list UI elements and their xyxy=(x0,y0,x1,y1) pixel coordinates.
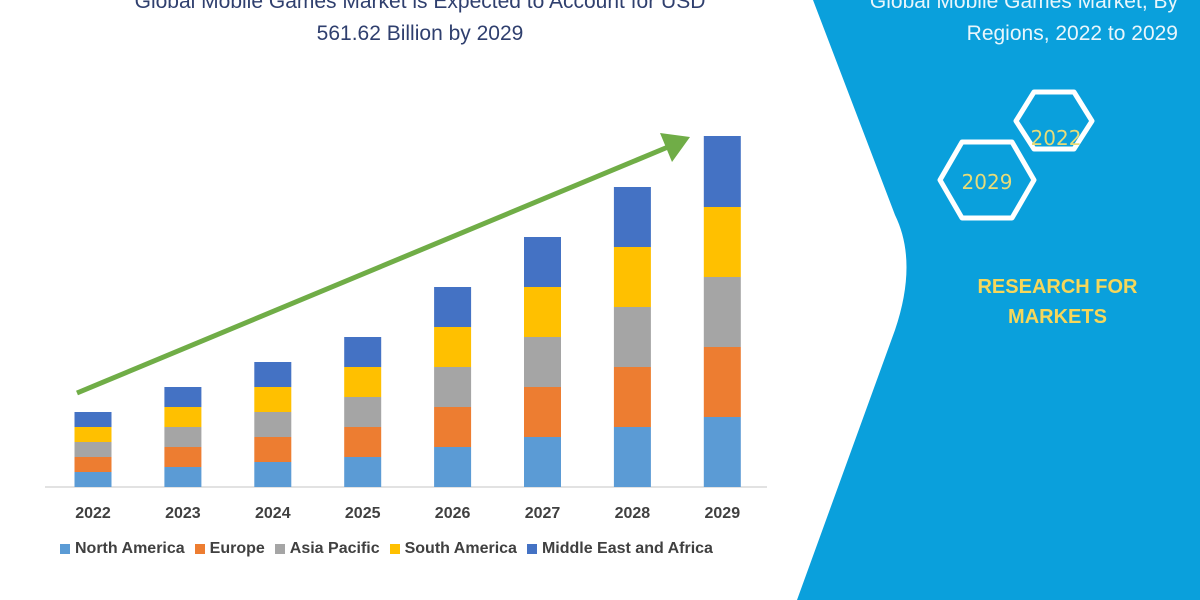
side-title-line1: Global Mobile Games Market, By xyxy=(869,0,1178,13)
bar-segment-2023-2 xyxy=(164,427,202,447)
x-tick-label: 2022 xyxy=(75,505,111,522)
bar-segment-2022-4 xyxy=(74,412,112,427)
legend-label: South America xyxy=(404,540,517,557)
bar-segment-2026-3 xyxy=(434,327,472,367)
brand-logo-text: RESEARCH FOR MARKETS xyxy=(960,272,1155,332)
legend-item: South America xyxy=(389,540,517,558)
bar-segment-2029-2 xyxy=(703,277,741,347)
side-title-line2: Regions, 2022 to 2029 xyxy=(966,22,1178,45)
legend-label: Middle East and Africa xyxy=(541,540,713,557)
bar-segment-2024-3 xyxy=(254,387,292,412)
hexagon-2022-label: 2022 xyxy=(1031,126,1082,150)
x-tick-label: 2026 xyxy=(435,505,471,522)
side-panel xyxy=(797,0,1200,600)
legend-swatch xyxy=(274,544,285,554)
bar-segment-2022-2 xyxy=(74,442,112,457)
bar-segment-2029-1 xyxy=(703,347,741,417)
bar-segment-2022-1 xyxy=(74,457,112,472)
legend-label: North America xyxy=(75,540,185,557)
x-tick-label: 2023 xyxy=(165,505,201,522)
legend-swatch xyxy=(194,544,205,554)
bar-segment-2023-0 xyxy=(164,467,202,487)
legend-item: Asia Pacific xyxy=(274,540,380,558)
bar-segment-2027-1 xyxy=(524,387,561,437)
chart-title: Global Mobile Games Market is Expected t… xyxy=(60,0,780,50)
bar-segment-2029-3 xyxy=(703,207,741,277)
legend-item: Middle East and Africa xyxy=(526,540,713,558)
bar-segment-2027-2 xyxy=(524,337,561,387)
legend-swatch xyxy=(526,544,537,554)
bar-segment-2025-0 xyxy=(344,457,382,487)
bar-segment-2025-3 xyxy=(344,367,382,397)
legend-swatch xyxy=(389,544,400,554)
bar-segment-2024-2 xyxy=(254,412,292,437)
bar-segment-2024-4 xyxy=(254,362,292,387)
bar-segment-2025-1 xyxy=(344,427,382,457)
x-tick-label: 2027 xyxy=(525,505,561,522)
bar-segment-2027-4 xyxy=(524,237,561,287)
bar-segment-2027-3 xyxy=(524,287,561,337)
legend: North America Europe Asia Pacific South Ame… xyxy=(60,540,713,558)
bar-segment-2028-4 xyxy=(613,187,651,247)
bar-segment-2028-2 xyxy=(613,307,651,367)
legend-label: Europe xyxy=(209,540,265,557)
bar-segment-2023-1 xyxy=(164,447,202,467)
x-tick-label: 2025 xyxy=(345,505,381,522)
chart-title-line1: Global Mobile Games Market is Expected t… xyxy=(134,0,706,13)
bar-segment-2024-1 xyxy=(254,437,292,462)
bar-segment-2023-3 xyxy=(164,407,202,427)
bar-segment-2028-0 xyxy=(613,427,651,487)
side-panel-title: Global Mobile Games Market, By Regions, … xyxy=(798,0,1178,50)
legend-item: North America xyxy=(60,540,185,558)
bar-segment-2023-4 xyxy=(164,387,202,407)
bar-segment-2025-4 xyxy=(344,337,382,367)
bar-segment-2022-0 xyxy=(74,472,112,487)
bar-segment-2026-0 xyxy=(434,447,472,487)
bar-segment-2024-0 xyxy=(254,462,292,487)
trend-arrow xyxy=(76,133,690,396)
bar-segment-2028-1 xyxy=(613,367,651,427)
chart-title-line2: 561.62 Billion by 2029 xyxy=(316,22,524,45)
brand-line2: MARKETS xyxy=(1008,306,1107,328)
legend-item: Europe xyxy=(194,540,265,558)
bar-segment-2029-4 xyxy=(703,136,741,207)
legend-label: Asia Pacific xyxy=(289,540,380,557)
bar-segment-2022-3 xyxy=(74,427,112,442)
hexagon-2029-label: 2029 xyxy=(962,170,1013,194)
x-tick-label: 2024 xyxy=(255,505,291,522)
hexagon-2022: 2022 xyxy=(1013,89,1095,152)
bar-segment-2026-2 xyxy=(434,367,472,407)
bar-segment-2028-3 xyxy=(613,247,651,307)
x-tick-label: 2028 xyxy=(615,505,651,522)
bar-segment-2026-1 xyxy=(434,407,472,447)
hexagon-2029: 2029 xyxy=(937,139,1037,221)
bar-segment-2029-0 xyxy=(703,417,741,487)
bar-segment-2027-0 xyxy=(524,437,561,487)
brand-line1: RESEARCH FOR xyxy=(977,276,1138,298)
x-tick-label: 2029 xyxy=(705,505,741,522)
legend-swatch xyxy=(60,544,70,554)
bar-segment-2026-4 xyxy=(434,287,472,327)
bar-segment-2025-2 xyxy=(344,397,382,427)
